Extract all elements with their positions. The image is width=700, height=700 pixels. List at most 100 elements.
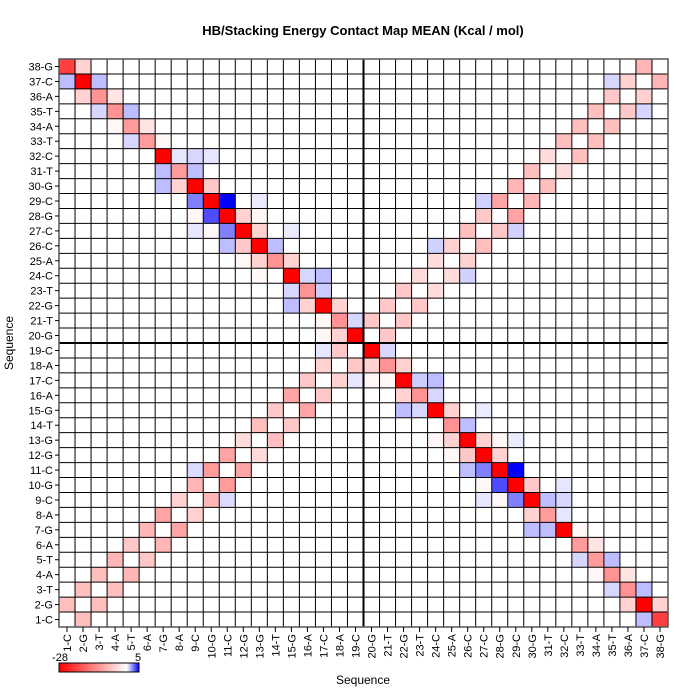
heatmap-cell (299, 387, 316, 403)
heatmap-cell (347, 447, 364, 463)
heatmap-cell (155, 193, 172, 209)
heatmap-cell (283, 357, 300, 373)
heatmap-cell (59, 178, 76, 194)
heatmap-cell (283, 552, 300, 568)
heatmap-cell (155, 238, 172, 254)
heatmap-cell (203, 88, 220, 104)
heatmap-cell (555, 238, 572, 254)
heatmap-cell (315, 582, 332, 598)
heatmap-cell (107, 208, 124, 224)
heatmap-cell (299, 343, 316, 358)
heatmap-cell (123, 372, 140, 388)
heatmap-cell (171, 507, 188, 523)
heatmap-cell (331, 357, 348, 373)
heatmap-cell (315, 343, 332, 358)
heatmap-cell (475, 372, 492, 388)
heatmap-cell (171, 59, 188, 74)
heatmap-cell (171, 253, 188, 269)
heatmap-cell (171, 492, 188, 508)
heatmap-cell (347, 417, 364, 433)
heatmap-cell (155, 402, 172, 418)
heatmap-cell (171, 567, 188, 583)
heatmap-cell (235, 462, 252, 478)
heatmap-cell (155, 582, 172, 598)
heatmap-cell (299, 522, 316, 538)
heatmap-cell (363, 447, 380, 463)
heatmap-cell (475, 612, 492, 627)
heatmap-cell (315, 253, 332, 269)
heatmap-cell (475, 432, 492, 448)
heatmap-cell (619, 193, 636, 209)
heatmap-cell (411, 567, 428, 583)
heatmap-cell (619, 447, 636, 463)
heatmap-cell (571, 148, 588, 164)
x-tick-label: 33-T (575, 634, 587, 657)
heatmap-cell (555, 283, 572, 299)
heatmap-cell (235, 88, 252, 104)
heatmap-cell (171, 328, 188, 343)
heatmap-cell (59, 552, 76, 568)
x-tick-labels: 1-C 2-G 3-T 4-A 5-T 6-A 7-G 8-A 9-C 10-G 11-C 12-G 1… (62, 627, 667, 658)
heatmap-cell (107, 462, 124, 478)
heatmap-cell (59, 537, 76, 553)
heatmap-cell (523, 552, 540, 568)
heatmap-cell (395, 357, 412, 373)
heatmap-cell (539, 178, 556, 194)
heatmap-cell (395, 567, 412, 583)
heatmap-cell (523, 387, 540, 403)
heatmap-cell (267, 507, 284, 523)
heatmap-cell (251, 313, 268, 329)
heatmap-cell (219, 238, 236, 254)
heatmap-cell (363, 432, 380, 448)
heatmap-cell (443, 313, 460, 329)
heatmap-cell (155, 88, 172, 104)
heatmap-cell (507, 208, 524, 224)
heatmap-cell (283, 118, 300, 134)
heatmap-cell (139, 477, 156, 493)
heatmap-cell (379, 118, 396, 134)
heatmap-cell (523, 372, 540, 388)
heatmap-cell (619, 328, 636, 343)
heatmap-cell (571, 283, 588, 299)
heatmap-cell (347, 507, 364, 523)
heatmap-cell (203, 492, 220, 508)
heatmap-cell (491, 537, 508, 553)
heatmap-cell (347, 193, 364, 209)
heatmap-cell (523, 253, 540, 269)
heatmap-cell (427, 522, 444, 538)
heatmap-cell (75, 238, 92, 254)
heatmap-cell (235, 193, 252, 209)
heatmap-cell (635, 477, 652, 493)
heatmap-cell (603, 417, 620, 433)
heatmap-cell (635, 283, 652, 299)
heatmap-cell (171, 88, 188, 104)
heatmap-cell (635, 343, 652, 358)
heatmap-cell (443, 582, 460, 598)
heatmap-cell (283, 537, 300, 553)
heatmap-cell (619, 417, 636, 433)
heatmap-cell (187, 59, 204, 74)
heatmap-cell (571, 492, 588, 508)
heatmap-cell (251, 447, 268, 463)
heatmap-cell (507, 148, 524, 164)
heatmap-cell (155, 118, 172, 134)
heatmap-cell (267, 432, 284, 448)
heatmap-cell (379, 328, 396, 343)
heatmap-cell (331, 522, 348, 538)
heatmap-cell (75, 343, 92, 358)
heatmap-cell (459, 417, 476, 433)
heatmap-cell (59, 59, 76, 74)
heatmap-cell (331, 328, 348, 343)
heatmap-cell (91, 357, 108, 373)
heatmap-cell (363, 492, 380, 508)
heatmap-cell (347, 73, 364, 89)
heatmap-cell (603, 462, 620, 478)
heatmap-cell (139, 402, 156, 418)
heatmap-cell (411, 507, 428, 523)
heatmap-cell (411, 178, 428, 194)
heatmap-cell (603, 567, 620, 583)
heatmap-cell (651, 417, 668, 433)
heatmap-cell (75, 507, 92, 523)
heatmap-cell (347, 537, 364, 553)
heatmap-cell (347, 432, 364, 448)
